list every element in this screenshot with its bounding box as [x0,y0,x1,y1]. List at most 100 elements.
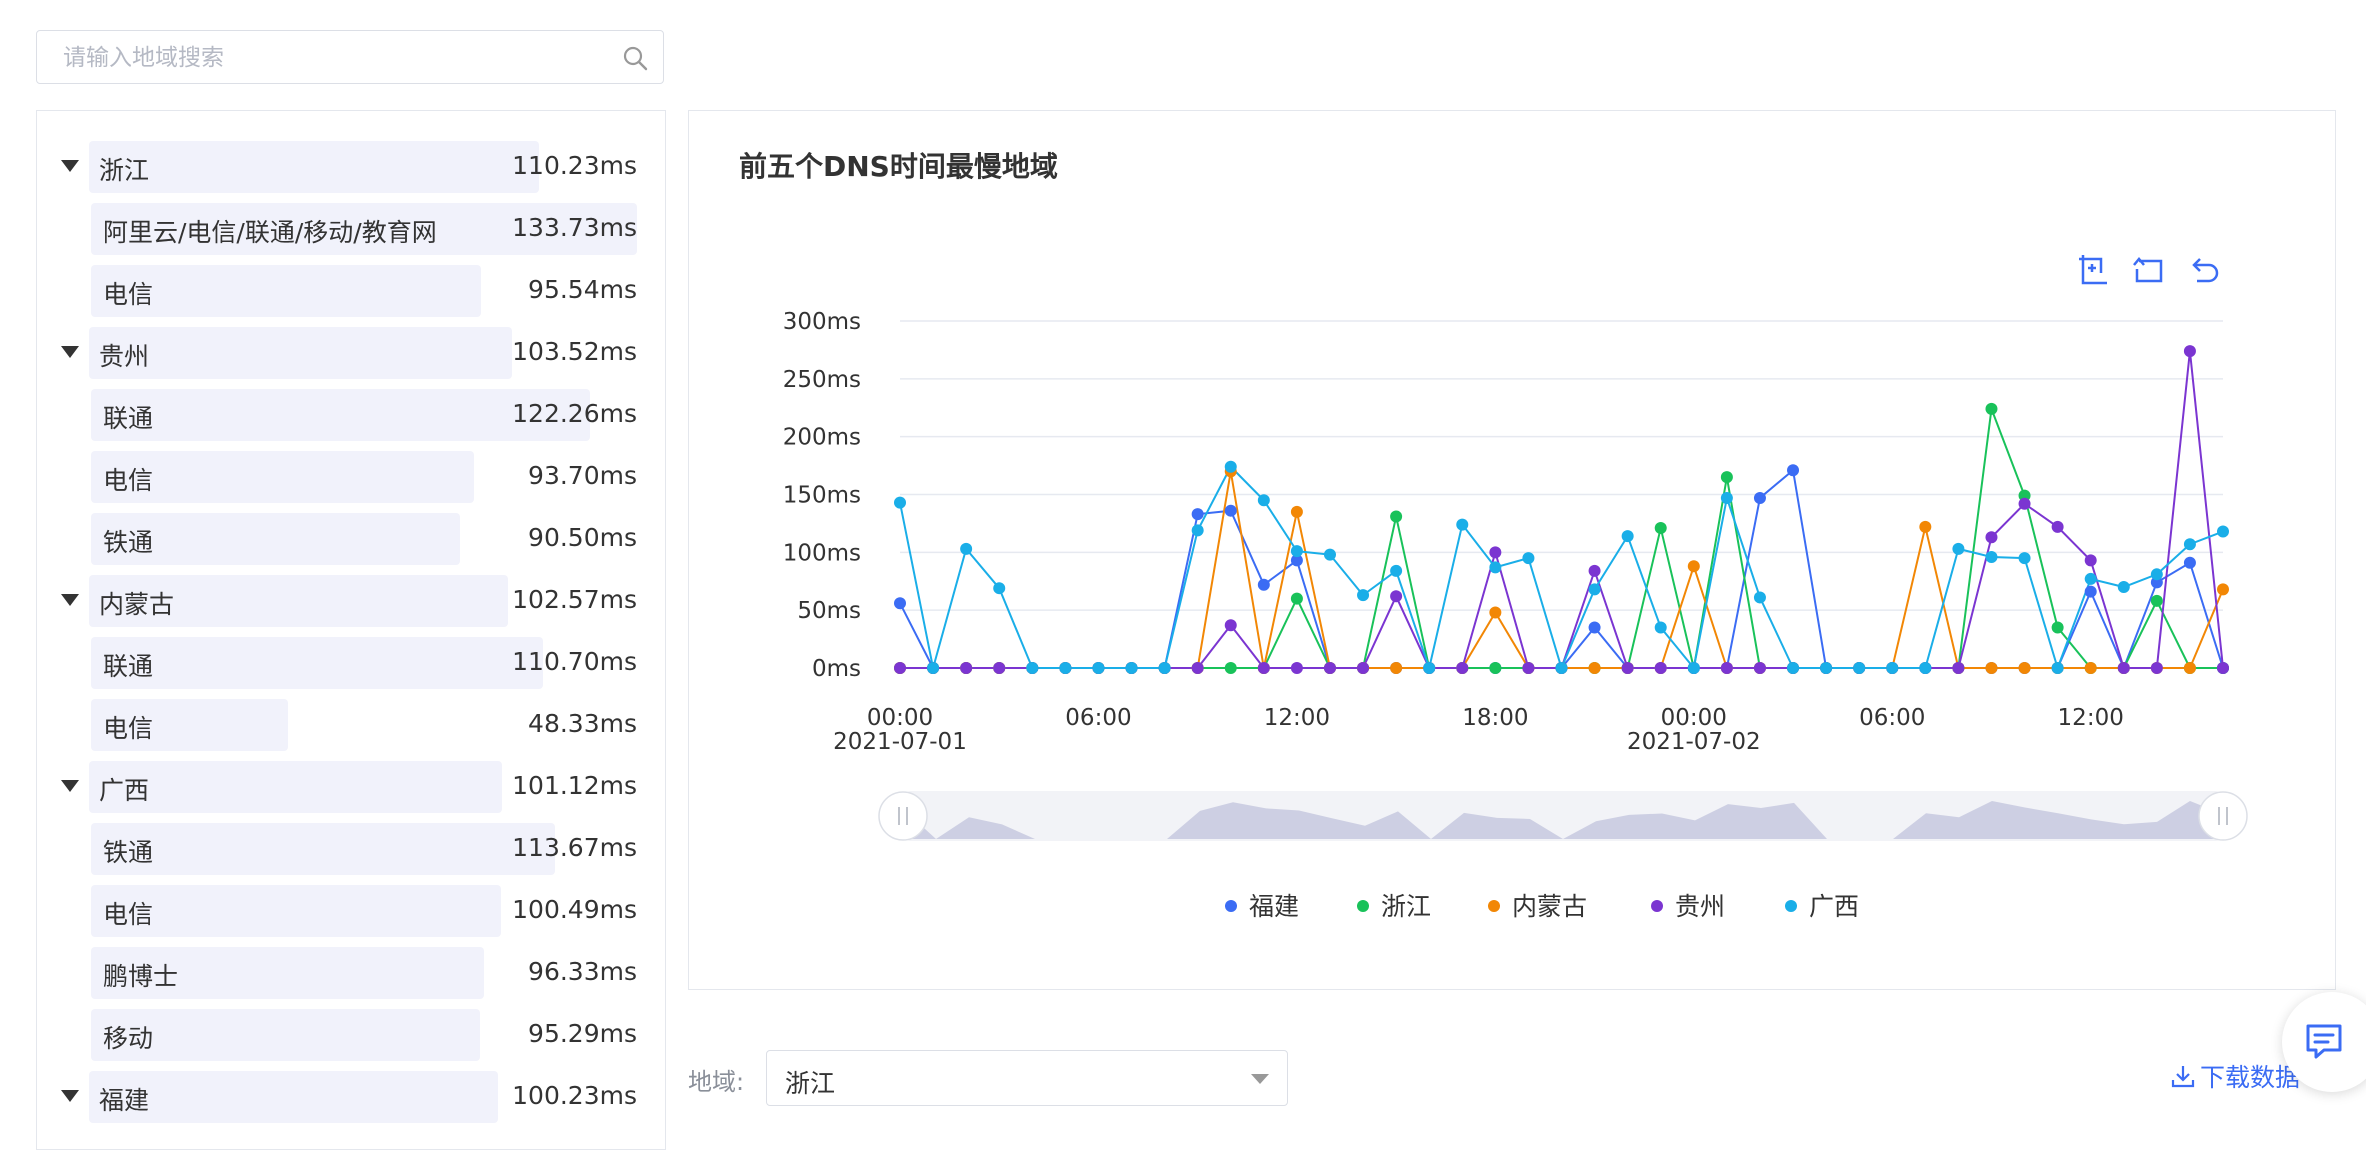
tree-isp-row[interactable]: 鹏博士 96.33ms [37,947,665,999]
data-point[interactable] [1820,662,1833,674]
data-point[interactable] [1390,564,1403,577]
caret-down-icon[interactable] [61,1090,79,1102]
data-point[interactable] [1257,662,1270,674]
tree-region-row[interactable]: 贵州 103.52ms [37,327,665,379]
data-point[interactable] [2217,662,2229,674]
data-point[interactable] [1357,662,1370,674]
data-point[interactable] [2051,621,2064,634]
data-point[interactable] [2084,554,2097,567]
tree-isp-row[interactable]: 电信 93.70ms [37,451,665,503]
legend-marker[interactable] [1488,900,1500,912]
data-point[interactable] [1290,505,1303,518]
data-point[interactable] [960,542,973,555]
data-point[interactable] [1952,662,1965,674]
zoom-select-icon[interactable] [2075,251,2111,287]
data-point[interactable] [2084,585,2097,598]
data-point[interactable] [1621,530,1634,543]
caret-down-icon[interactable] [61,160,79,172]
data-point[interactable] [1257,494,1270,507]
data-point[interactable] [2183,662,2196,674]
data-point[interactable] [1985,662,1998,674]
data-point[interactable] [1853,662,1866,674]
data-point[interactable] [1555,662,1568,674]
data-point[interactable] [1654,522,1667,535]
data-point[interactable] [1588,621,1601,634]
search-icon[interactable] [621,44,649,72]
data-point[interactable] [2183,556,2196,569]
legend-marker[interactable] [1357,900,1369,912]
legend-label[interactable]: 福建 [1249,892,1299,921]
data-point[interactable] [2018,552,2031,565]
data-point[interactable] [1125,662,1138,674]
data-point[interactable] [2183,538,2196,551]
tree-region-row[interactable]: 浙江 110.23ms [37,141,665,193]
data-point[interactable] [2117,581,2130,594]
data-point[interactable] [2084,662,2097,674]
data-point[interactable] [1489,546,1502,559]
data-point[interactable] [927,662,940,674]
data-point[interactable] [2084,572,2097,585]
data-point[interactable] [1985,402,1998,415]
zoom-handle-right[interactable] [2198,791,2248,841]
data-point[interactable] [1290,554,1303,567]
tree-isp-row[interactable]: 铁通 113.67ms [37,823,665,875]
data-point[interactable] [1886,662,1899,674]
data-point[interactable] [1224,619,1237,632]
data-point[interactable] [1390,590,1403,603]
caret-down-icon[interactable] [61,594,79,606]
data-point[interactable] [1489,561,1502,574]
tree-isp-row[interactable]: 联通 122.26ms [37,389,665,441]
data-point[interactable] [1191,524,1204,537]
region-select[interactable]: 浙江 [766,1050,1288,1106]
data-point[interactable] [1753,491,1766,504]
tree-isp-row[interactable]: 电信 95.54ms [37,265,665,317]
data-point[interactable] [2117,662,2130,674]
legend-label[interactable]: 贵州 [1675,892,1725,921]
data-point[interactable] [894,662,906,674]
tree-isp-row[interactable]: 移动 95.29ms [37,1009,665,1061]
region-search-box[interactable] [36,30,664,85]
data-point[interactable] [1059,662,1072,674]
data-point[interactable] [1588,564,1601,577]
data-point[interactable] [2018,662,2031,674]
data-point[interactable] [1423,662,1436,674]
data-point[interactable] [1158,662,1171,674]
data-point[interactable] [1489,606,1502,619]
zoom-reset-icon[interactable] [2131,251,2167,287]
data-point[interactable] [1720,471,1733,484]
data-point[interactable] [1621,662,1634,674]
tree-isp-row[interactable]: 阿里云/电信/联通/移动/教育网 133.73ms [37,203,665,255]
data-point[interactable] [2150,568,2163,581]
data-point[interactable] [1191,508,1204,521]
legend-marker[interactable] [1225,900,1237,912]
data-point[interactable] [1720,662,1733,674]
tree-region-row[interactable]: 内蒙古 102.57ms [37,575,665,627]
tree-isp-row[interactable]: 铁通 90.50ms [37,513,665,565]
data-point[interactable] [1456,518,1469,531]
data-point[interactable] [1919,520,1932,533]
region-search-input[interactable] [61,31,625,85]
zoom-handle-left[interactable] [878,791,928,841]
data-point[interactable] [1985,531,1998,544]
data-point[interactable] [1919,662,1932,674]
data-point[interactable] [1489,662,1502,674]
data-point[interactable] [1753,591,1766,604]
legend-label[interactable]: 浙江 [1381,892,1431,921]
legend-marker[interactable] [1785,900,1797,912]
data-point[interactable] [1522,662,1535,674]
legend-marker[interactable] [1651,900,1663,912]
data-point[interactable] [1323,548,1336,561]
data-point[interactable] [1191,662,1204,674]
data-point[interactable] [1092,662,1105,674]
data-point[interactable] [1390,662,1403,674]
data-point[interactable] [1588,662,1601,674]
data-point[interactable] [1720,491,1733,504]
data-point[interactable] [2183,345,2196,358]
data-point[interactable] [1026,662,1039,674]
data-point[interactable] [1952,542,1965,555]
data-point[interactable] [2051,520,2064,533]
data-point[interactable] [1654,621,1667,634]
tree-isp-row[interactable]: 电信 100.49ms [37,885,665,937]
data-point[interactable] [993,582,1006,595]
tree-region-row[interactable]: 福建 100.23ms [37,1071,665,1123]
